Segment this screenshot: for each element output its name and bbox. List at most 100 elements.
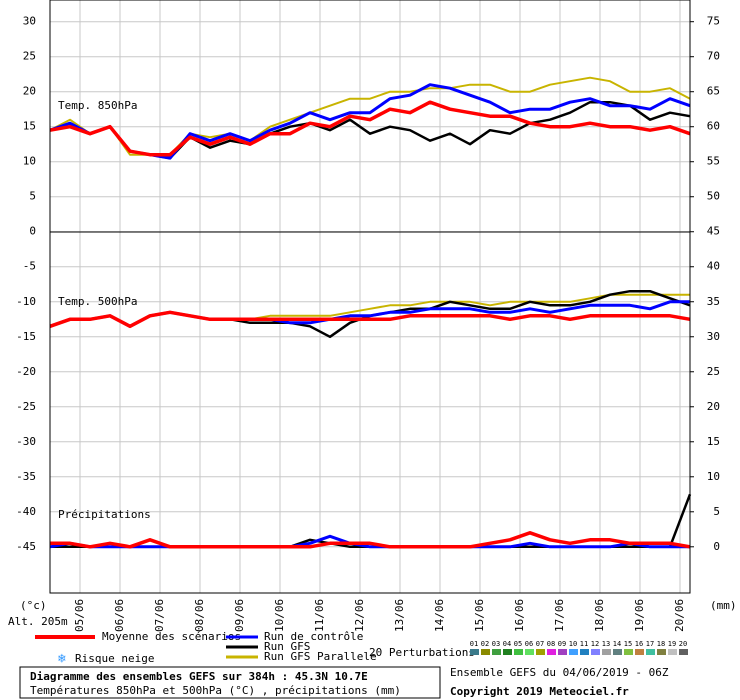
y2-unit: (mm) bbox=[710, 599, 737, 612]
y-tick-label: -10 bbox=[16, 295, 36, 308]
perturbation-swatch bbox=[591, 649, 600, 655]
x-tick-label: 12/06 bbox=[353, 599, 366, 632]
perturbation-swatch bbox=[679, 649, 688, 655]
perturbation-swatch bbox=[558, 649, 567, 655]
y2-tick-label: 50 bbox=[707, 190, 720, 203]
panel-label: Précipitations bbox=[58, 508, 151, 521]
perturbation-swatch bbox=[657, 649, 666, 655]
perturbation-number: 16 bbox=[635, 640, 643, 648]
copyright: Copyright 2019 Meteociel.fr bbox=[450, 685, 629, 698]
x-tick-label: 10/06 bbox=[273, 599, 286, 632]
x-tick-label: 11/06 bbox=[313, 599, 326, 632]
y-tick-label: 15 bbox=[23, 120, 36, 133]
x-tick-label: 18/06 bbox=[593, 599, 606, 632]
y-tick-label: -15 bbox=[16, 330, 36, 343]
perturbation-number: 15 bbox=[624, 640, 632, 648]
perturbation-swatch bbox=[547, 649, 556, 655]
y-tick-label: 20 bbox=[23, 85, 36, 98]
x-tick-label: 05/06 bbox=[73, 599, 86, 632]
legend-label: Run GFS bbox=[264, 640, 310, 653]
legend-label: Run de contrôle bbox=[264, 630, 363, 643]
perturbation-number: 13 bbox=[602, 640, 610, 648]
y2-tick-label: 75 bbox=[707, 15, 720, 28]
y2-tick-label: 10 bbox=[707, 470, 720, 483]
y-tick-label: -35 bbox=[16, 470, 36, 483]
snow-icon: ❄ bbox=[57, 652, 66, 667]
y2-tick-label: 20 bbox=[707, 400, 720, 413]
x-tick-label: 13/06 bbox=[393, 599, 406, 632]
perturbation-swatch bbox=[646, 649, 655, 655]
y2-tick-label: 15 bbox=[707, 435, 720, 448]
y-tick-label: 25 bbox=[23, 50, 36, 63]
x-tick-label: 15/06 bbox=[473, 599, 486, 632]
perturbation-number: 07 bbox=[536, 640, 544, 648]
perturbation-number: 04 bbox=[503, 640, 511, 648]
perturbation-number: 06 bbox=[525, 640, 533, 648]
grid bbox=[50, 0, 690, 593]
y2-tick-label: 40 bbox=[707, 260, 720, 273]
y-tick-label: -30 bbox=[16, 435, 36, 448]
x-tick-label: 06/06 bbox=[113, 599, 126, 632]
perturbation-number: 10 bbox=[569, 640, 577, 648]
y2-tick-label: 30 bbox=[707, 330, 720, 343]
perturbation-swatch bbox=[503, 649, 512, 655]
series-line bbox=[49, 534, 690, 549]
perturbations-label: 20 Perturbations bbox=[369, 646, 475, 659]
x-tick-label: 08/06 bbox=[193, 599, 206, 632]
y-unit: (°c) bbox=[20, 599, 47, 612]
y2-tick-label: 45 bbox=[707, 225, 720, 238]
y2-tick-label: 0 bbox=[713, 540, 720, 553]
y2-tick-label: 70 bbox=[707, 50, 720, 63]
y-tick-label: -40 bbox=[16, 505, 36, 518]
perturbation-swatch bbox=[492, 649, 501, 655]
x-tick-label: 16/06 bbox=[513, 599, 526, 632]
perturbation-swatch bbox=[470, 649, 479, 655]
legend-label: Moyenne des scénarios bbox=[102, 630, 241, 643]
legend-label: Run GFS Parallele bbox=[264, 650, 377, 663]
title: Diagramme des ensembles GEFS sur 384h : … bbox=[30, 670, 368, 683]
y-tick-label: -20 bbox=[16, 365, 36, 378]
altitude: Alt. 205m bbox=[8, 615, 68, 628]
y-tick-label: -45 bbox=[16, 540, 36, 553]
series-line bbox=[49, 310, 691, 329]
perturbation-swatch bbox=[569, 649, 578, 655]
x-tick-label: 19/06 bbox=[633, 599, 646, 632]
perturbation-number: 20 bbox=[679, 640, 687, 648]
series-line bbox=[50, 531, 691, 549]
y2-tick-label: 65 bbox=[707, 85, 720, 98]
perturbation-number: 14 bbox=[613, 640, 621, 648]
y2-tick-label: 25 bbox=[707, 365, 720, 378]
panel-label: Temp. 850hPa bbox=[58, 99, 137, 112]
perturbation-number: 05 bbox=[514, 640, 522, 648]
x-tick-label: 14/06 bbox=[433, 599, 446, 632]
x-tick-label: 17/06 bbox=[553, 599, 566, 632]
perturbation-swatch bbox=[536, 649, 545, 655]
perturbation-swatch bbox=[580, 649, 589, 655]
perturbation-number: 18 bbox=[657, 640, 665, 648]
y2-tick-label: 55 bbox=[707, 155, 720, 168]
y-tick-label: -5 bbox=[23, 260, 36, 273]
x-tick-label: 09/06 bbox=[233, 599, 246, 632]
perturbation-number: 02 bbox=[481, 640, 489, 648]
perturbation-number: 01 bbox=[470, 640, 478, 648]
perturbation-swatch bbox=[624, 649, 633, 655]
lines bbox=[49, 76, 692, 549]
y-tick-label: 0 bbox=[29, 225, 36, 238]
run-label: Ensemble GEFS du 04/06/2019 - 06Z bbox=[450, 666, 669, 679]
y-tick-label: 10 bbox=[23, 155, 36, 168]
y-tick-label: -25 bbox=[16, 400, 36, 413]
perturbation-number: 09 bbox=[558, 640, 566, 648]
panel-label: Temp. 500hPa bbox=[58, 295, 137, 308]
y-tick-label: 30 bbox=[23, 15, 36, 28]
perturbation-swatch bbox=[635, 649, 644, 655]
plot-frame bbox=[49, 0, 691, 594]
snow-label: Risque neige bbox=[75, 652, 154, 665]
perturbation-number: 08 bbox=[547, 640, 555, 648]
perturbation-swatch bbox=[602, 649, 611, 655]
info-box bbox=[19, 666, 441, 699]
y2-tick-label: 60 bbox=[707, 120, 720, 133]
subtitle: Températures 850hPa et 500hPa (°C) , pré… bbox=[30, 684, 401, 697]
perturbation-swatch bbox=[525, 649, 534, 655]
